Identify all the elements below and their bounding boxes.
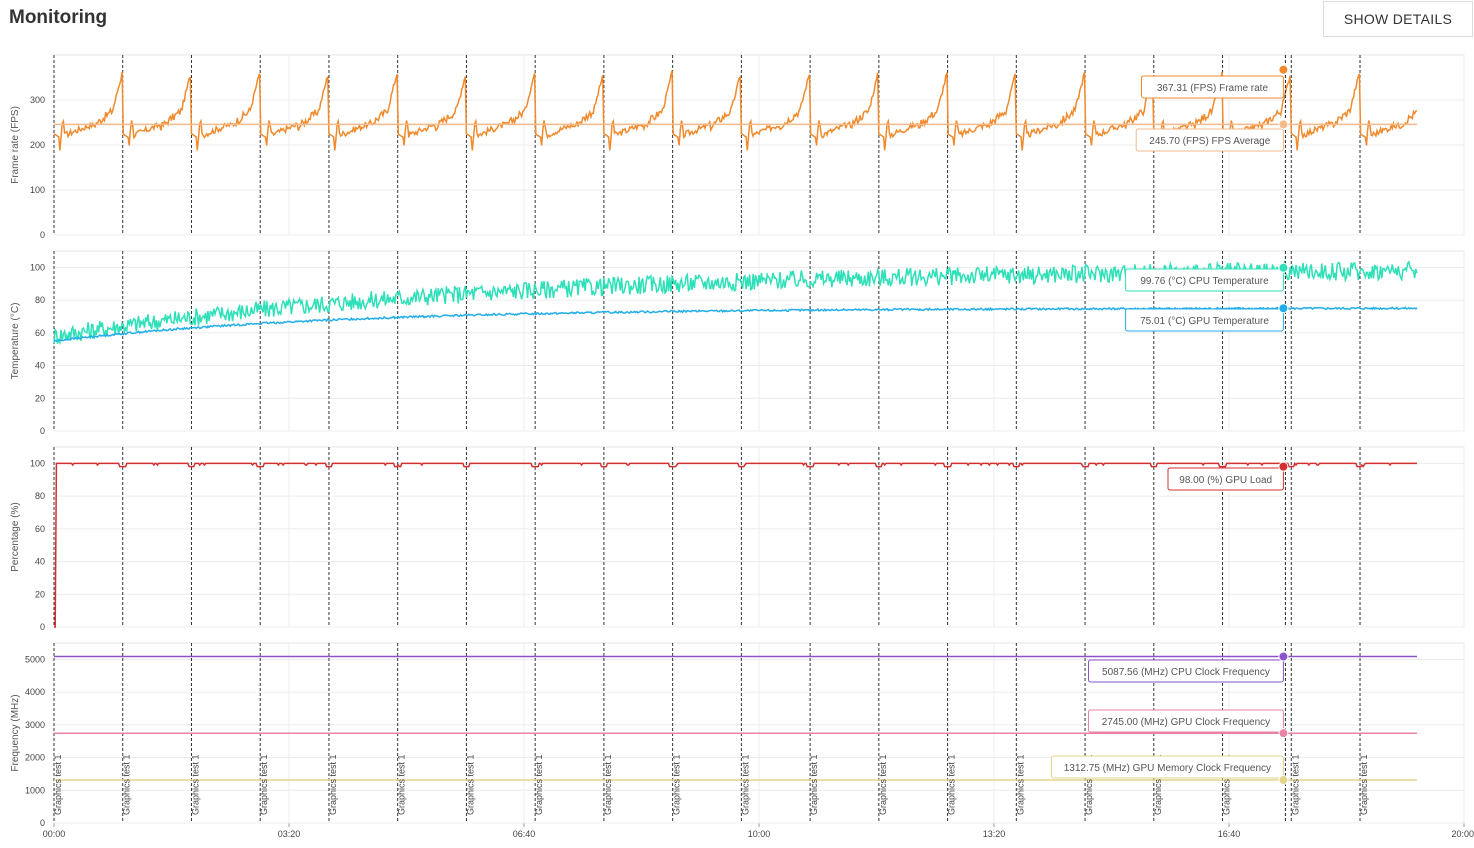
- y-tick-label: 100: [30, 262, 45, 272]
- y-axis-label: Frequency (MHz): [10, 694, 21, 771]
- test-marker-label: Graphics test 1: [947, 754, 957, 815]
- tooltip-dot: [1278, 303, 1289, 314]
- test-marker-label: Graphics test 1: [1084, 754, 1094, 815]
- test-marker-label: Graphics test 1: [1015, 754, 1025, 815]
- tooltip-cpu-clock: 5087.56 (MHz) CPU Clock Frequency: [1088, 651, 1289, 683]
- y-tick-label: 1000: [25, 785, 45, 795]
- y-axis-label: Frame rate (FPS): [10, 106, 21, 184]
- y-tick-label: 2000: [25, 753, 45, 763]
- tooltip-box: [1141, 75, 1284, 99]
- tooltip-fps-average: 245.70 (FPS) FPS Average: [1135, 119, 1289, 152]
- test-marker-label: Graphics test 1: [1359, 754, 1369, 815]
- y-tick-label: 40: [35, 361, 45, 371]
- test-marker-label: Graphics test 1: [190, 754, 200, 815]
- y-tick-label: 3000: [25, 720, 45, 730]
- tooltip-dot: [1278, 461, 1289, 472]
- test-marker-label: Graphics test 1: [1153, 754, 1163, 815]
- tooltip-box: [1088, 709, 1284, 733]
- y-tick-label: 0: [40, 230, 45, 240]
- y-tick-label: 40: [35, 557, 45, 567]
- test-marker-label: Graphics test 1: [259, 754, 269, 815]
- tooltip-dot: [1278, 651, 1289, 662]
- tooltip-dot: [1278, 64, 1289, 75]
- y-tick-label: 0: [40, 818, 45, 828]
- test-marker-label: Graphics test 1: [397, 754, 407, 815]
- series-line-frame-rate: [53, 70, 1418, 151]
- tooltip-gpu-load: 98.00 (%) GPU Load: [1167, 461, 1289, 491]
- tooltip-text: 5087.56 (MHz) CPU Clock Frequency: [1102, 667, 1270, 678]
- x-tick-label: 03:20: [278, 829, 301, 839]
- x-tick-label: 16:40: [1218, 829, 1241, 839]
- tooltip-box: [1125, 268, 1284, 292]
- tooltip-gpu-temperature: 75.01 (°C) GPU Temperature: [1125, 303, 1289, 332]
- y-tick-label: 200: [30, 140, 45, 150]
- tooltip-box: [1050, 755, 1284, 779]
- y-tick-label: 20: [35, 589, 45, 599]
- y-axis-label: Percentage (%): [10, 502, 21, 571]
- tooltip-dot: [1278, 728, 1289, 739]
- series-line-gpu-temperature: [53, 306, 1418, 342]
- page-title: Monitoring: [9, 7, 108, 28]
- tooltip-box: [1125, 308, 1284, 332]
- tooltip-cpu-temperature: 99.76 (°C) CPU Temperature: [1125, 262, 1289, 292]
- x-tick-label: 20:00: [1451, 829, 1474, 839]
- y-tick-label: 80: [35, 491, 45, 501]
- test-marker-label: Graphics test 1: [740, 754, 750, 815]
- y-tick-label: 60: [35, 524, 45, 534]
- y-tick-label: 60: [35, 328, 45, 338]
- chart-panel-2: 0 20 40 60 80 100 Temperature (°C): [10, 250, 1465, 436]
- y-tick-label: 5000: [25, 654, 45, 664]
- tooltip-box: [1088, 659, 1284, 683]
- chart-panel-3: 0 20 40 60 80 100 Percentage (%): [10, 446, 1465, 632]
- y-tick-label: 20: [35, 393, 45, 403]
- y-tick-label: 100: [30, 458, 45, 468]
- show-details-button[interactable]: SHOW DETAILS: [1323, 1, 1473, 37]
- tooltip-text: 2745.00 (MHz) GPU Clock Frequency: [1102, 717, 1270, 728]
- test-marker-label: Graphics test 1: [53, 754, 63, 815]
- test-marker-label: Graphics test 1: [122, 754, 132, 815]
- x-tick-label: 00:00: [43, 829, 66, 839]
- chart-panel-1: 0 100 200 300 Frame rate (FPS): [10, 54, 1465, 240]
- test-marker-label: Graphics test 1: [1290, 754, 1300, 815]
- test-marker-label: Graphics test 1: [672, 754, 682, 815]
- tooltip-text: 99.76 (°C) CPU Temperature: [1140, 276, 1269, 287]
- tooltip-text: 1312.75 (MHz) GPU Memory Clock Frequency: [1064, 763, 1271, 774]
- test-marker-label: Graphics test 1: [878, 754, 888, 815]
- tooltip-dot: [1278, 262, 1289, 273]
- test-marker-label: Graphics test 1: [1222, 754, 1232, 815]
- test-marker-label: Graphics test 1: [603, 754, 613, 815]
- tooltip-gpu-clock: 2745.00 (MHz) GPU Clock Frequency: [1088, 709, 1289, 739]
- tooltip-dot: [1278, 775, 1289, 786]
- x-tick-label: 10:00: [748, 829, 771, 839]
- x-tick-label: 13:20: [983, 829, 1006, 839]
- series-line-gpu-load: [54, 461, 1417, 628]
- y-tick-label: 80: [35, 295, 45, 305]
- y-tick-label: 0: [40, 426, 45, 436]
- tooltip-box: [1135, 128, 1284, 152]
- tooltip-frame-rate: 367.31 (FPS) Frame rate: [1141, 64, 1289, 99]
- y-tick-label: 0: [40, 622, 45, 632]
- y-tick-label: 300: [30, 95, 45, 105]
- tooltip-text: 245.70 (FPS) FPS Average: [1149, 136, 1270, 147]
- test-marker-label: Graphics test 1: [534, 754, 544, 815]
- test-marker-label: Graphics test 1: [809, 754, 819, 815]
- tooltip-gpu-memory-clock: 1312.75 (MHz) GPU Memory Clock Frequency: [1050, 755, 1289, 786]
- tooltip-text: 367.31 (FPS) Frame rate: [1157, 83, 1269, 94]
- tooltip-text: 98.00 (%) GPU Load: [1179, 475, 1272, 486]
- y-tick-label: 100: [30, 185, 45, 195]
- test-marker-label: Graphics test 1: [328, 754, 338, 815]
- tooltip-box: [1167, 467, 1284, 491]
- chart-panel-4: 0 1000 2000 3000 4000 5000 Frequency (MHz): [10, 642, 1465, 828]
- x-tick-label: 06:40: [513, 829, 536, 839]
- test-marker-label: Graphics test 1: [465, 754, 475, 815]
- tooltip-dot: [1278, 119, 1289, 130]
- tooltip-text: 75.01 (°C) GPU Temperature: [1140, 316, 1269, 327]
- y-tick-label: 4000: [25, 687, 45, 697]
- y-axis-label: Temperature (°C): [10, 303, 21, 380]
